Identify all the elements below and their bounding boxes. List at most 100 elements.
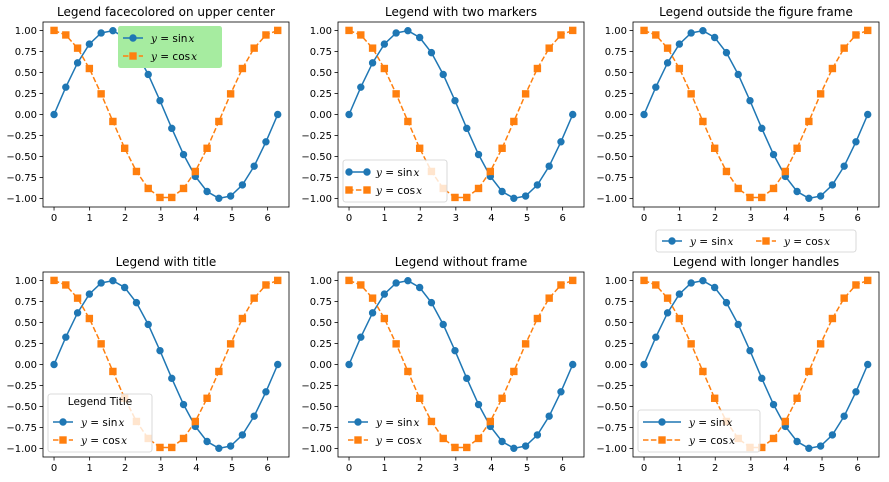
data-point-sin xyxy=(498,187,506,196)
legend-label-var: y xyxy=(80,417,88,429)
y-tick-label: 0.50 xyxy=(310,318,332,329)
x-tick-label: 2 xyxy=(122,463,128,474)
data-point-sin xyxy=(73,309,82,317)
data-point-cos xyxy=(510,117,518,126)
series-line-cos xyxy=(348,279,573,449)
data-point-sin xyxy=(463,374,471,383)
legend-label-var: y xyxy=(150,33,158,45)
y-tick-label: 1.00 xyxy=(310,276,332,287)
x-tick-label: 6 xyxy=(854,463,860,474)
x-tick-label: 0 xyxy=(51,463,57,474)
data-point-sin xyxy=(368,59,377,67)
data-point-sin xyxy=(710,33,719,42)
x-tick-label: 0 xyxy=(51,213,57,224)
data-point-sin xyxy=(203,187,211,196)
data-point-sin xyxy=(734,320,742,329)
y-tick-label: 0.75 xyxy=(15,47,37,58)
data-point-cos xyxy=(179,434,188,443)
legend-label-var: y xyxy=(783,236,791,248)
y-tick-label: 0.00 xyxy=(605,110,627,121)
legend-label-x: x xyxy=(121,435,127,447)
data-point-sin xyxy=(474,400,483,409)
data-point-cos xyxy=(498,394,506,402)
legend-label-var: y xyxy=(375,185,383,197)
legend-label: y = sinx xyxy=(688,417,732,429)
data-point-sin xyxy=(521,442,530,450)
x-tick-label: 2 xyxy=(417,213,423,224)
data-point-sin xyxy=(262,388,270,396)
legend-label: y = sinx xyxy=(150,33,194,45)
legend-label-x: x xyxy=(416,185,422,197)
legend-label-var: y xyxy=(150,51,158,63)
legend-label-func: cos xyxy=(102,435,120,447)
x-tick-label: 0 xyxy=(641,213,647,224)
x-tick-label: 4 xyxy=(488,463,494,474)
data-point-sin xyxy=(699,26,707,35)
legend-label-eq: = xyxy=(157,33,172,45)
x-tick-label: 3 xyxy=(748,213,754,224)
data-point-cos xyxy=(816,90,825,98)
data-point-cos xyxy=(427,417,436,426)
data-point-sin xyxy=(97,29,105,37)
data-point-sin xyxy=(345,360,353,369)
data-point-cos xyxy=(533,314,542,323)
y-tick-label: −0.25 xyxy=(6,131,37,142)
x-tick-label: 6 xyxy=(264,463,270,474)
data-point-sin xyxy=(769,150,778,159)
legend-label-x: x xyxy=(729,435,735,447)
data-point-cos xyxy=(805,367,813,376)
x-tick-label: 2 xyxy=(712,213,718,224)
legend-marker-sin xyxy=(354,418,362,426)
data-point-cos xyxy=(781,167,790,176)
data-point-cos xyxy=(758,193,766,202)
data-point-sin xyxy=(864,360,872,369)
legend-label: y = sinx xyxy=(80,417,124,429)
data-point-sin xyxy=(109,276,117,285)
data-point-sin xyxy=(415,283,424,292)
data-point-cos xyxy=(805,117,813,126)
data-point-sin xyxy=(226,442,235,450)
x-tick-label: 6 xyxy=(854,213,860,224)
y-tick-label: −0.75 xyxy=(6,423,37,434)
series-line-cos xyxy=(348,29,573,199)
y-tick-label: −0.75 xyxy=(301,423,332,434)
data-point-sin xyxy=(50,360,58,369)
chart-title: Legend facecolored on upper center xyxy=(57,5,275,19)
data-point-sin xyxy=(250,162,258,170)
data-point-sin xyxy=(274,360,282,369)
chart-panel-1: Legend facecolored on upper center 0 1 2 3 4 5… xyxy=(6,5,290,224)
data-point-cos xyxy=(156,443,164,452)
data-point-cos xyxy=(439,434,447,443)
data-point-sin xyxy=(179,150,188,159)
legend-label-x: x xyxy=(118,417,124,429)
legend-label-x: x xyxy=(727,236,733,248)
chart-panel-4: Legend with title 0 1 2 3 4 5 6 1.00 0.75 0.50 0.25… xyxy=(6,255,290,474)
legend-marker-sin xyxy=(658,418,666,426)
data-point-sin xyxy=(156,96,164,105)
data-point-sin xyxy=(510,194,518,203)
legend-label-eq: = xyxy=(790,236,805,248)
data-point-sin xyxy=(357,83,365,91)
data-point-sin xyxy=(769,400,778,409)
data-point-sin xyxy=(675,40,684,48)
data-point-sin xyxy=(451,346,459,355)
data-point-sin xyxy=(215,194,223,203)
data-point-sin xyxy=(120,283,129,292)
series-line-cos xyxy=(53,29,278,199)
x-tick-label: 5 xyxy=(524,463,530,474)
data-point-sin xyxy=(274,110,282,119)
data-point-sin xyxy=(640,110,648,119)
y-tick-label: −0.25 xyxy=(596,381,627,392)
y-tick-label: −1.00 xyxy=(6,444,37,455)
x-tick-label: 6 xyxy=(559,213,565,224)
data-point-cos xyxy=(781,417,790,426)
legend-label-func: sin xyxy=(711,236,726,248)
x-tick-label: 1 xyxy=(381,463,387,474)
data-point-cos xyxy=(85,314,94,323)
y-tick-label: 0.25 xyxy=(15,89,37,100)
y-tick-label: 1.00 xyxy=(310,26,332,37)
x-tick-label: 2 xyxy=(417,463,423,474)
data-point-sin xyxy=(62,83,70,91)
data-point-cos xyxy=(274,26,282,35)
legend-label-eq: = xyxy=(696,236,711,248)
